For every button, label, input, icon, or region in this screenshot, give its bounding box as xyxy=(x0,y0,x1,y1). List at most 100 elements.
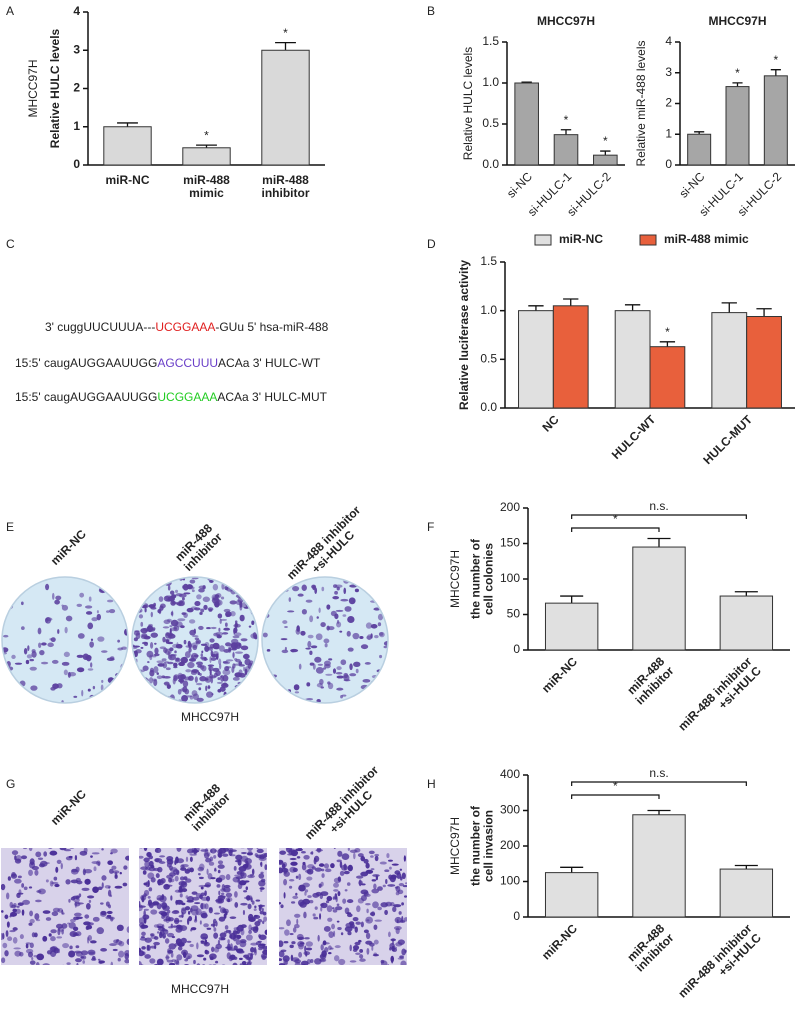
cell-stain xyxy=(155,582,161,586)
cell-stain xyxy=(243,964,248,965)
cell-stain xyxy=(164,884,173,887)
cell-stain xyxy=(85,611,93,615)
cell-stain xyxy=(163,682,170,685)
cell-stain xyxy=(17,875,22,879)
cell-stain xyxy=(238,587,244,592)
cell-stain xyxy=(189,943,194,948)
cell-stain xyxy=(123,865,128,870)
stain-image xyxy=(1,848,129,971)
cell-stain xyxy=(165,954,169,961)
cell-stain xyxy=(187,966,190,971)
cell-stain xyxy=(132,597,136,603)
cell-stain xyxy=(154,858,160,863)
error-bar xyxy=(117,122,138,127)
cell-stain xyxy=(107,860,113,866)
cell-stain xyxy=(337,850,343,857)
cell-stain xyxy=(309,615,314,623)
cell-stain xyxy=(148,577,154,582)
cell-stain xyxy=(233,632,242,637)
cell-stain xyxy=(336,675,344,679)
cell-stain xyxy=(248,924,252,932)
bar xyxy=(544,872,599,918)
cell-stain xyxy=(305,947,313,951)
cell-stain xyxy=(101,882,104,889)
cell-stain xyxy=(189,908,193,913)
bar xyxy=(632,814,686,918)
cell-stain xyxy=(148,866,156,872)
cell-stain xyxy=(390,955,395,963)
cell-stain xyxy=(215,877,223,883)
cell-stain xyxy=(91,861,99,864)
error-bar xyxy=(560,595,584,604)
cell-stain xyxy=(327,682,334,690)
cell-stain xyxy=(49,638,53,641)
cell-stain xyxy=(363,929,369,934)
cell-stain xyxy=(249,599,257,607)
cell-stain xyxy=(339,861,343,869)
cell-stain xyxy=(257,918,263,923)
panel-letter: F xyxy=(427,520,434,534)
y-tick-label: 1.5 xyxy=(480,254,497,268)
cell-stain xyxy=(17,902,24,906)
cell-stain xyxy=(1,968,7,971)
cell-stain xyxy=(298,663,302,670)
cell-stain xyxy=(200,911,208,918)
cell-stain xyxy=(249,695,253,703)
error-bar xyxy=(721,302,737,313)
cell-stain xyxy=(225,911,228,916)
cell-stain xyxy=(174,959,180,965)
cell-stain xyxy=(186,940,192,943)
cell-stain xyxy=(223,967,230,970)
cell-stain xyxy=(159,699,168,703)
cell-stain xyxy=(289,857,297,861)
cell-stain xyxy=(9,911,18,917)
cell-stain xyxy=(239,940,247,948)
cell-stain xyxy=(248,582,256,585)
cell-stain xyxy=(262,614,266,618)
cell-stain xyxy=(355,952,361,956)
cell-stain xyxy=(380,578,387,583)
cell-stain xyxy=(279,940,284,948)
cell-stain xyxy=(174,889,181,893)
cell-stain xyxy=(241,960,247,965)
cell-stain xyxy=(236,934,242,940)
cell-stain xyxy=(140,583,146,586)
cell-stain xyxy=(5,892,10,900)
cell-stain xyxy=(145,580,154,584)
bar xyxy=(632,546,686,651)
cell-stain xyxy=(398,911,402,915)
cell-stain xyxy=(152,678,157,682)
cell-stain xyxy=(292,585,300,592)
stain-image xyxy=(139,848,267,972)
cell-stain xyxy=(172,925,177,928)
cell-stain xyxy=(312,913,316,917)
cell-stain xyxy=(178,678,185,683)
cell-stain xyxy=(148,860,154,867)
cell-stain xyxy=(356,905,361,913)
cell-stain xyxy=(134,603,140,610)
well-edge xyxy=(1,576,129,704)
cell-stain xyxy=(177,946,183,951)
text-line: inhibitor xyxy=(262,186,310,200)
cell-stain xyxy=(191,849,200,853)
cell-stain xyxy=(115,940,123,945)
cell-stain xyxy=(370,868,375,871)
cell-stain xyxy=(348,921,355,926)
cell-stain xyxy=(296,856,301,859)
cell-stain xyxy=(179,919,183,923)
cell-stain xyxy=(314,656,322,663)
cell-stain xyxy=(137,590,141,595)
cell-stain xyxy=(326,905,333,913)
cell-stain xyxy=(354,588,359,593)
cell-stain xyxy=(217,864,225,869)
cell-stain xyxy=(301,608,307,615)
cell-stain xyxy=(242,693,248,700)
cell-stain xyxy=(169,867,178,873)
cell-stain xyxy=(259,943,266,946)
cell-stain xyxy=(139,917,146,924)
y-tick-label: 0.0 xyxy=(482,157,499,171)
cell-stain xyxy=(210,657,217,661)
cell-stain xyxy=(221,966,224,972)
cell-stain xyxy=(75,945,80,949)
